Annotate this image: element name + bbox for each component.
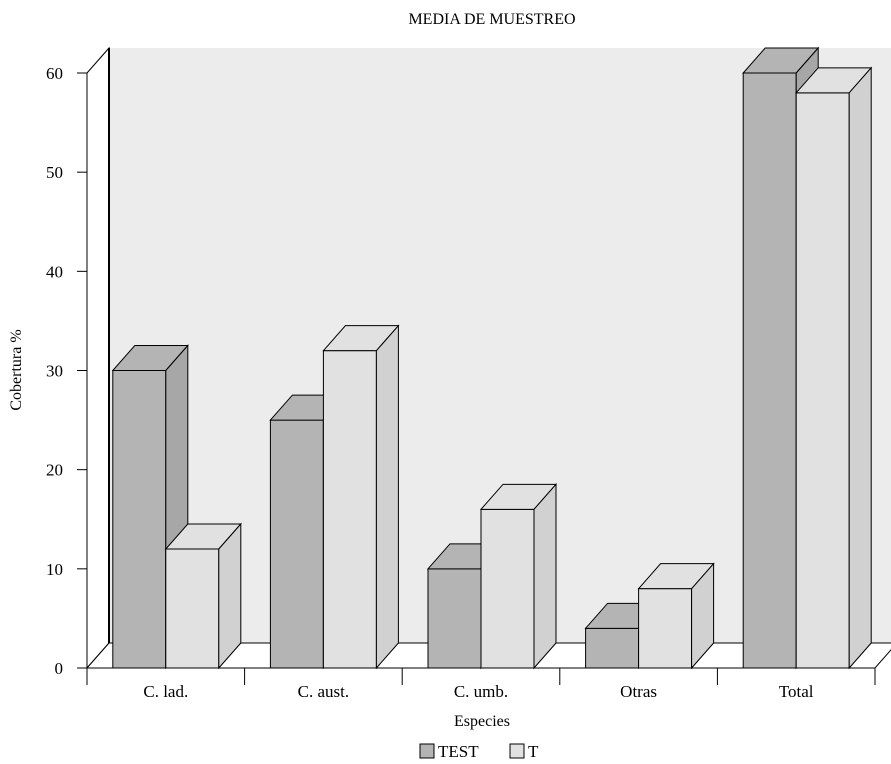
- legend-swatch: [509, 743, 525, 759]
- bar-t-1: [164, 522, 242, 670]
- bar-side: [848, 66, 872, 670]
- bar-front: [322, 350, 377, 669]
- bar-side: [218, 522, 242, 670]
- bar-test-3: [426, 542, 505, 670]
- y-tick-label: 50: [46, 163, 63, 182]
- legend-label: TEST: [438, 742, 479, 761]
- x-tick-label: Total: [779, 682, 814, 701]
- x-tick-label: C. aust.: [298, 682, 349, 701]
- x-axis-label: Especies: [454, 713, 510, 730]
- bar-front: [112, 370, 167, 669]
- y-tick-label: 40: [46, 262, 63, 281]
- y-axis-ticks: 0 10 20 30 40 50 60: [46, 64, 87, 678]
- bar-t-2: [322, 324, 400, 670]
- bar-front: [638, 588, 693, 669]
- bar-side: [533, 483, 557, 670]
- y-tick-label: 60: [46, 64, 63, 83]
- bar-front: [585, 627, 640, 669]
- legend-label: T: [528, 742, 539, 761]
- x-tick-label: C. umb.: [454, 682, 508, 701]
- x-axis-ticks: C. lad. C. aust. C. umb. Otras Total: [86, 668, 876, 701]
- bar-front: [427, 568, 482, 669]
- y-tick-label: 10: [46, 560, 63, 579]
- y-axis-label: Cobertura %: [8, 329, 25, 410]
- y-tick-label: 0: [55, 659, 64, 678]
- bar-front: [795, 92, 850, 669]
- chart-title: MEDIA DE MUESTREO: [408, 11, 575, 28]
- legend: TEST T: [419, 742, 539, 761]
- side-wall: [86, 46, 110, 670]
- bar-t-5: [795, 66, 873, 670]
- bar-t-4: [637, 562, 715, 670]
- bars: [111, 46, 873, 670]
- y-tick-label: 20: [46, 461, 63, 480]
- x-tick-label: C. lad.: [143, 682, 188, 701]
- legend-swatch: [419, 743, 435, 759]
- bar-front: [480, 508, 535, 669]
- bar-side: [375, 324, 399, 670]
- bar-front: [742, 72, 797, 669]
- x-tick-label: Otras: [620, 682, 657, 701]
- bar-side: [691, 562, 715, 670]
- bar-front: [269, 419, 324, 669]
- bar-front: [165, 548, 220, 669]
- y-tick-label: 30: [46, 362, 63, 381]
- bar-t-3: [479, 483, 558, 670]
